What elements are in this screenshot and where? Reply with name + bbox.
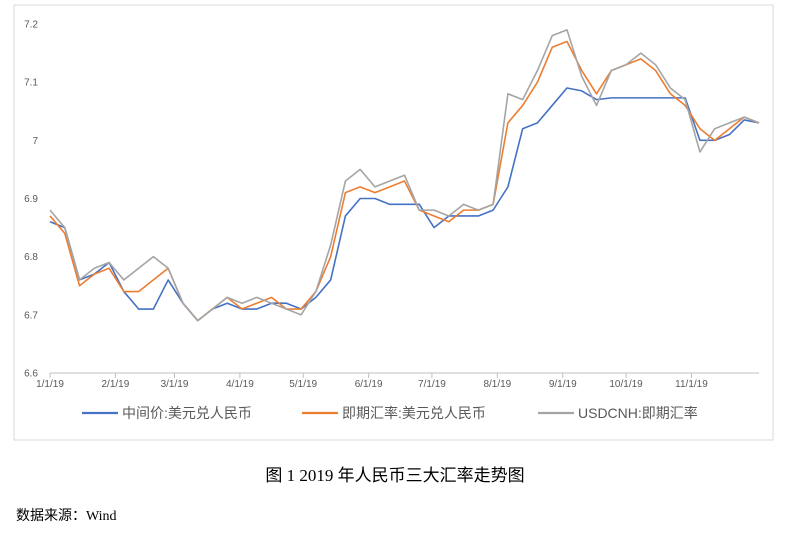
legend-label: 即期汇率:美元兑人民币 xyxy=(342,405,486,421)
legend-label: USDCNH:即期汇率 xyxy=(578,405,698,421)
x-tick-label: 10/1/19 xyxy=(609,379,643,390)
x-tick-label: 5/1/19 xyxy=(289,379,317,390)
x-tick-label: 6/1/19 xyxy=(355,379,383,390)
x-tick-label: 8/1/19 xyxy=(483,379,511,390)
y-tick-label: 7 xyxy=(32,136,38,147)
y-tick-label: 6.9 xyxy=(24,194,38,205)
x-tick-label: 2/1/19 xyxy=(102,379,130,390)
chart-frame xyxy=(13,4,774,441)
x-tick-label: 9/1/19 xyxy=(549,379,577,390)
x-tick-label: 1/1/19 xyxy=(36,379,64,390)
x-tick-label: 11/1/19 xyxy=(675,379,708,390)
x-tick-label: 4/1/19 xyxy=(226,379,254,390)
y-tick-label: 7.2 xyxy=(24,20,38,31)
legend-label: 中间价:美元兑人民币 xyxy=(122,405,252,421)
caption: 图 1 2019 年人民币三大汇率走势图 xyxy=(265,466,524,485)
series-line xyxy=(49,87,760,322)
x-tick-label: 7/1/19 xyxy=(418,379,446,390)
y-tick-label: 6.8 xyxy=(24,252,38,263)
series-line xyxy=(49,29,760,322)
y-tick-label: 6.7 xyxy=(24,310,38,321)
x-tick-label: 3/1/19 xyxy=(161,379,189,390)
y-tick-label: 7.1 xyxy=(24,78,38,89)
y-tick-label: 6.6 xyxy=(24,369,38,380)
source: 数据来源：Wind xyxy=(16,508,117,524)
